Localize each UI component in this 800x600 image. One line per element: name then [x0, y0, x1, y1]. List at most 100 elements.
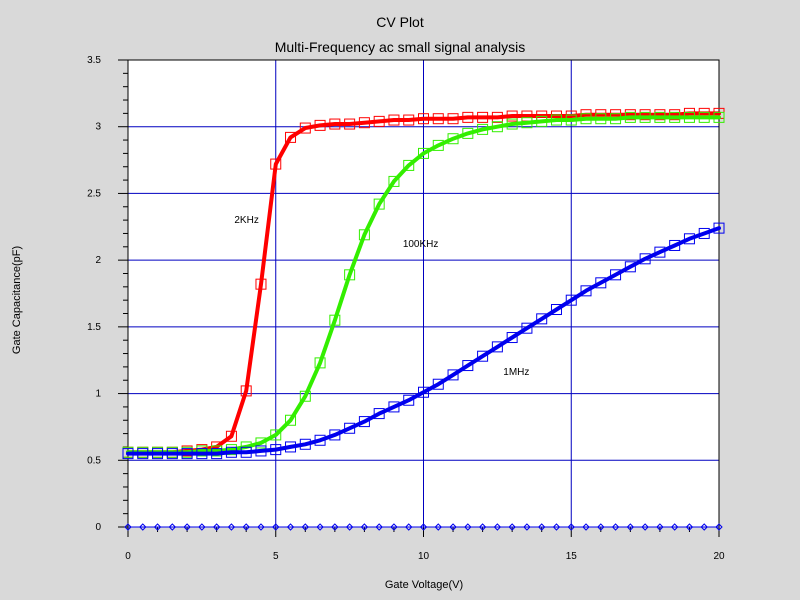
data-point [272, 523, 280, 531]
data-point [595, 113, 607, 125]
data-point [344, 118, 356, 130]
data-point [700, 523, 708, 531]
data-point [610, 269, 622, 281]
data-point [447, 369, 459, 381]
data-point [242, 523, 250, 531]
data-point [447, 133, 459, 145]
series-label-1mhz: 1MHz [503, 367, 529, 378]
data-point [713, 111, 725, 123]
data-point [152, 448, 164, 460]
series-baseline [124, 523, 723, 531]
data-point [462, 111, 474, 123]
data-point [314, 434, 326, 446]
x-tick-label-2: 10 [418, 551, 430, 562]
data-point [713, 222, 725, 234]
data-point [508, 523, 516, 531]
data-point [344, 422, 356, 434]
data-point [656, 523, 664, 531]
data-point [610, 113, 622, 125]
data-point [639, 111, 651, 123]
series-label-100khz: 100KHz [403, 239, 439, 250]
data-point [550, 304, 562, 316]
data-point [403, 159, 415, 171]
x-tick-label-0: 0 [125, 551, 131, 562]
data-point [595, 277, 607, 289]
data-point [447, 113, 459, 125]
data-point [580, 285, 592, 297]
data-point [641, 523, 649, 531]
data-point [358, 229, 370, 241]
data-point [373, 198, 385, 210]
data-point [536, 313, 548, 325]
data-point [669, 239, 681, 251]
data-point [715, 523, 723, 531]
data-point [139, 523, 147, 531]
data-point [670, 523, 679, 531]
data-point [418, 147, 429, 159]
data-point [316, 523, 324, 531]
data-point [240, 385, 252, 397]
data-point [491, 121, 503, 133]
data-point [434, 523, 442, 531]
data-point [181, 448, 193, 460]
data-point [403, 114, 415, 126]
data-point [255, 445, 267, 457]
data-point [388, 114, 400, 126]
data-point [506, 110, 518, 122]
data-point [405, 523, 413, 531]
data-point [432, 113, 444, 125]
data-point [270, 158, 282, 170]
data-point [314, 119, 326, 131]
data-point [582, 523, 590, 531]
data-point [462, 360, 474, 372]
data-point [124, 523, 132, 531]
series-labels: 2KHz 100KHz 1MHz [234, 215, 529, 378]
data-point [257, 523, 265, 531]
data-point [344, 269, 356, 281]
data-point [122, 448, 134, 460]
data-point [285, 414, 297, 426]
data-point [419, 523, 428, 531]
data-point [580, 113, 592, 125]
data-point [137, 448, 149, 460]
data-point [669, 111, 681, 123]
data-point [183, 523, 191, 531]
data-point [360, 523, 369, 531]
data-point [432, 378, 444, 390]
data-point [388, 401, 400, 413]
data-point [523, 523, 531, 531]
x-tick-label-1: 5 [273, 551, 279, 562]
data-point [255, 278, 267, 290]
y-tick-label-1: 0.5 [87, 455, 101, 466]
y-axis-label: Gate Capacitance(pF) [11, 246, 23, 354]
data-point [331, 523, 339, 531]
data-point [418, 386, 429, 398]
data-point [567, 523, 575, 531]
data-point [212, 523, 221, 531]
data-point [683, 111, 695, 123]
data-point [493, 523, 502, 531]
chart-title: CV Plot [376, 14, 424, 30]
data-point [403, 394, 415, 406]
data-point [240, 446, 252, 458]
data-point [477, 350, 489, 362]
data-point [270, 429, 282, 441]
data-point [388, 175, 400, 187]
data-point [506, 118, 518, 130]
data-point [299, 438, 311, 450]
chart-subtitle: Multi-Frequency ac small signal analysis [275, 39, 526, 55]
data-point [314, 357, 326, 369]
y-tick-label-6: 3 [95, 122, 101, 133]
data-point [477, 123, 489, 135]
data-point [654, 246, 666, 258]
data-point [626, 523, 635, 531]
data-point [477, 111, 489, 123]
data-point [255, 437, 267, 449]
data-point [329, 118, 341, 130]
data-point [639, 253, 651, 265]
data-point [536, 115, 548, 127]
data-point [329, 429, 341, 441]
data-point [345, 523, 354, 531]
data-point [565, 114, 577, 126]
